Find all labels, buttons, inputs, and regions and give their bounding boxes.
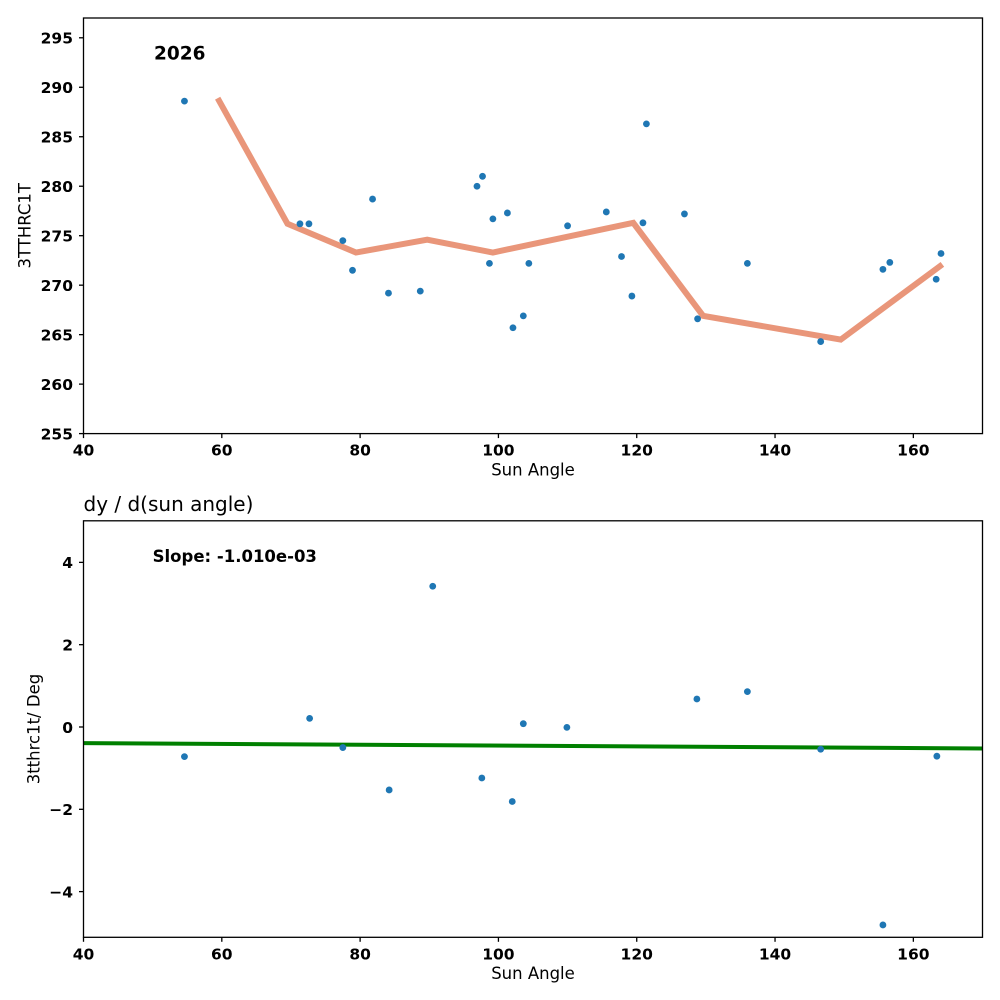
chart-0-observations-point [694, 315, 701, 323]
chart-0-observations-point [628, 292, 636, 300]
chart-0-observations-point [817, 338, 825, 345]
chart-0-observations-point [369, 195, 376, 203]
chart-1-x-tick-label: 100 [482, 945, 515, 963]
chart-0-x-tick-label: 120 [621, 442, 654, 460]
chart-0-y-tick-label: 295 [41, 30, 73, 48]
chart-1-derivative-points-point [519, 720, 527, 728]
chart-1-derivative-points-point [385, 786, 393, 794]
chart-0-y-tick-label: 285 [41, 129, 73, 147]
chart-0-y-tick-label: 290 [41, 79, 74, 97]
chart-0-xlabel: Sun Angle [491, 461, 575, 480]
chart-0-y-tick-label: 265 [41, 326, 73, 344]
chart-0-observations-point [473, 182, 481, 190]
chart-0-observations-point [504, 209, 511, 217]
chart-0-y-tick-label: 255 [41, 425, 73, 443]
chart-1-x-tick-label: 160 [897, 945, 930, 963]
chart-0-x-tick-label: 80 [349, 442, 371, 460]
chart-0-observations-point [181, 97, 188, 105]
chart-0-annotation: 2026 [154, 44, 206, 65]
chart-0-observations-point [339, 237, 347, 245]
chart-0-observations-point [886, 259, 894, 266]
chart-1-x-tick-label: 40 [73, 945, 95, 963]
chart-1-x-tick-label: 60 [211, 945, 233, 963]
chart-0-observations-point [296, 220, 304, 228]
chart-0-ylabel: 3TTHRC1T [15, 182, 34, 268]
chart-1-y-tick-label: −2 [49, 801, 73, 819]
chart-1-derivative-points-point [306, 714, 314, 722]
chart-1-derivative-points-point [429, 582, 437, 590]
chart-0-observations-point [385, 289, 392, 297]
chart-0-observations-point [937, 250, 945, 257]
chart-0-x-tick-label: 60 [211, 442, 233, 460]
chart-0-observations-point [639, 219, 647, 227]
chart-0-observations-point [525, 260, 533, 267]
chart-0-observations-point [349, 266, 356, 274]
chart-1-derivative-points-point [478, 774, 486, 782]
chart-0-observations-point [519, 312, 527, 320]
chart-1-x-tick-label: 120 [621, 945, 654, 963]
chart-0-y-tick-label: 260 [41, 376, 74, 394]
chart-0-x-tick-label: 100 [482, 442, 515, 460]
chart-1-derivative-points-point [693, 695, 701, 703]
chart-1-derivative-points-point [879, 921, 887, 929]
chart-0-observations-point [305, 220, 313, 228]
chart-1-annotation: Slope: -1.010e-03 [153, 547, 317, 566]
chart-0-trend-line [215, 96, 945, 343]
chart-1-x-tick-label: 80 [349, 945, 371, 963]
chart-0-observations-point [486, 260, 493, 267]
chart-1-derivative-points-point [743, 688, 751, 695]
chart-0-spines [82, 17, 984, 435]
chart-0-x-tick-label: 40 [73, 442, 95, 460]
chart-1-x-tick-label: 140 [759, 945, 792, 963]
chart-1-xlabel: Sun Angle [491, 964, 575, 983]
chart-0-observations-point [479, 172, 486, 180]
chart-0-x-tick-label: 140 [759, 442, 792, 460]
chart-0-y-tick-label: 275 [41, 227, 73, 245]
chart-1-derivative-points-point [181, 753, 188, 761]
chart-1-derivative-points-point [933, 752, 941, 760]
chart-1-y-tick-label: 2 [62, 636, 73, 654]
chart-1-y-tick-label: 4 [62, 554, 73, 572]
chart-0-y-tick-label: 280 [41, 178, 74, 196]
chart-0-observations-point [932, 275, 940, 283]
chart-0-observations-point [681, 210, 688, 218]
chart-1-y-tick-label: −4 [49, 883, 73, 901]
chart-0-observations-point [743, 260, 751, 267]
chart-0-observations-point [489, 215, 497, 223]
chart-1-derivative-points-point [339, 744, 347, 751]
chart-0-y-tick-label: 270 [41, 277, 74, 295]
chart-0-observations-point [602, 208, 610, 216]
chart-0-x-tick-label: 160 [897, 442, 930, 460]
chart-0-observations-point [618, 253, 625, 260]
chart-1-title: dy / d(sun angle) [84, 492, 254, 516]
chart-1-derivative-points-point [817, 745, 825, 753]
chart-0-observations-point [643, 120, 650, 128]
chart-1-derivative-points-point [563, 724, 571, 731]
chart-1-fit-line [83, 741, 983, 751]
chart-0-observations-point [416, 287, 424, 295]
chart-1-spines [82, 520, 984, 938]
chart-1-ylabel: 3tthrc1t/ Deg [25, 674, 44, 785]
chart-1-y-tick-label: 0 [62, 719, 73, 737]
chart-0-observations-point [509, 324, 517, 332]
chart-0-observations-point [564, 222, 571, 230]
chart-1-derivative-points-point [508, 798, 516, 805]
chart-0-observations-point [879, 265, 887, 273]
